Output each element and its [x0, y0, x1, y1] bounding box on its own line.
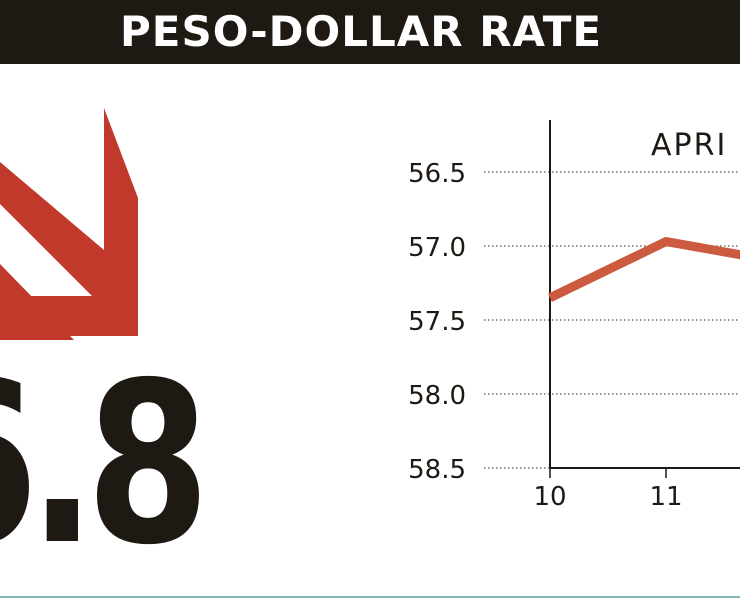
tick-layer: 56.5 57.0 57.5 58.0 58.5 10 11	[408, 159, 682, 512]
y-tick-label: 58.5	[408, 455, 466, 485]
x-tick-label: 11	[649, 482, 682, 512]
x-tick-label: 10	[533, 482, 566, 512]
chart-title: APRI	[651, 128, 727, 163]
page-title: PESO-DOLLAR RATE	[120, 7, 603, 56]
series-line	[548, 237, 740, 302]
bottom-rule	[0, 596, 740, 598]
y-tick-label: 56.5	[408, 159, 466, 189]
y-tick-label: 58.0	[408, 381, 466, 411]
headline-value-text: 56.8	[0, 346, 200, 586]
y-tick-label: 57.0	[408, 233, 466, 263]
axis-layer	[549, 120, 740, 478]
title-bar: PESO-DOLLAR RATE	[0, 0, 740, 64]
grid-layer	[484, 171, 740, 469]
y-tick-label: 57.5	[408, 307, 466, 337]
headline-value: 56.8	[0, 346, 200, 586]
arrow-down-right-icon	[0, 108, 138, 340]
series-layer	[548, 237, 740, 302]
